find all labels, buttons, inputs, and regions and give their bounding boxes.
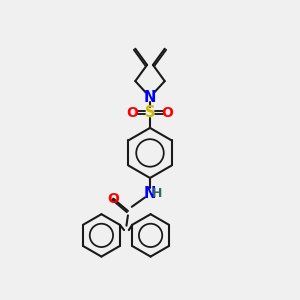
Text: O: O (126, 106, 138, 120)
Text: N: N (144, 186, 156, 201)
Text: O: O (107, 192, 119, 206)
Text: S: S (145, 105, 155, 120)
Text: O: O (162, 106, 174, 120)
Text: H: H (152, 187, 163, 200)
Text: N: N (144, 90, 156, 105)
